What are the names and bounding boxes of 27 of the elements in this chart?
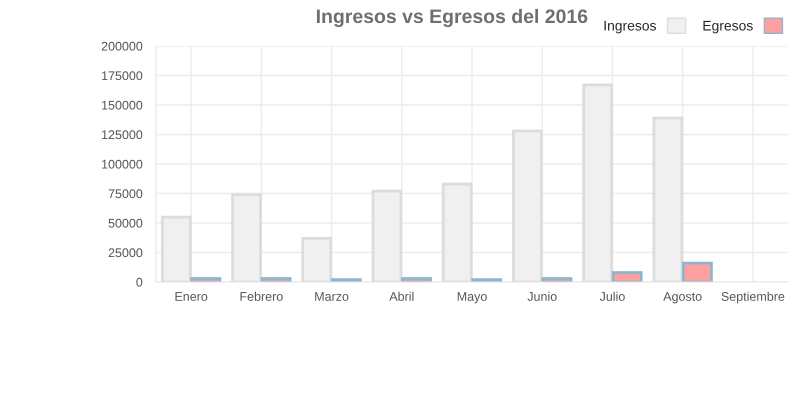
x-tick-label: Enero (175, 292, 208, 301)
y-tick-label: 75000 (108, 189, 142, 198)
x-tick-label: Mayo (458, 292, 487, 304)
bar (612, 271, 643, 282)
y-tick-label: 200000 (102, 42, 142, 51)
bar (682, 262, 713, 282)
y-tick-label: 100000 (102, 160, 142, 169)
bar (190, 277, 222, 282)
legend-label: Egresos (703, 20, 753, 34)
x-tick-label: Septiembre (722, 292, 784, 304)
legend-label: Ingresos (604, 20, 656, 34)
y-tick-label: 50000 (108, 218, 142, 228)
x-tick-label: Marzo (315, 292, 348, 301)
y-tick-label: 25000 (108, 248, 142, 258)
bar (401, 277, 432, 282)
x-tick-label: Febrero (240, 292, 283, 301)
chart-title: Ingresos vs Egresos del 2016 (316, 8, 588, 28)
y-tick-label: 150000 (102, 100, 142, 110)
y-tick-label: 0 (136, 278, 142, 287)
x-tick-label: Junio (527, 292, 557, 301)
x-tick-label: Abril (389, 292, 414, 301)
bar (542, 277, 572, 282)
y-tick-label: 175000 (102, 71, 142, 80)
x-tick-label: Julio (600, 292, 625, 301)
x-tick-label: Agosto (663, 292, 702, 304)
y-tick-label: 125000 (102, 130, 142, 140)
bar (260, 277, 292, 282)
